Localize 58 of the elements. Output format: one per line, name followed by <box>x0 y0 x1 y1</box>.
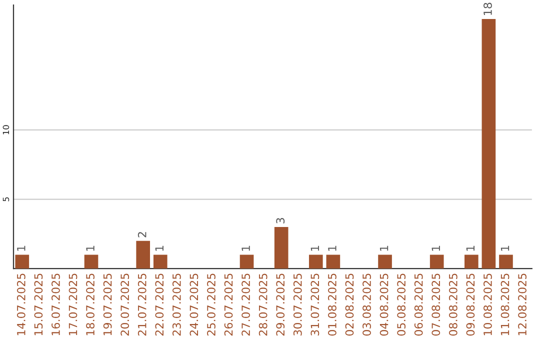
x-tick-label: 30.07.2025 <box>293 274 302 336</box>
bar <box>499 254 513 269</box>
bar <box>482 18 496 269</box>
x-tick-label: 24.07.2025 <box>190 274 198 336</box>
data-label: 1 <box>466 246 474 251</box>
bar <box>326 254 340 269</box>
data-label: 1 <box>86 246 94 251</box>
x-tick-label: 27.07.2025 <box>242 274 250 336</box>
x-tick-label: 12.08.2025 <box>518 274 526 336</box>
x-tick-label: 21.07.2025 <box>138 274 146 336</box>
x-tick-label: 11.08.2025 <box>500 274 510 336</box>
y-tick-label: 10 <box>2 125 10 134</box>
bar <box>464 254 478 269</box>
x-tick-label: 15.07.2025 <box>34 274 43 336</box>
data-label: 1 <box>242 246 250 251</box>
x-tick-label: 10.08.2025 <box>484 274 492 336</box>
bar <box>15 254 30 269</box>
data-label: 1 <box>310 246 319 251</box>
x-tick-label: 02.08.2025 <box>345 274 354 336</box>
x-tick-label: 04.08.2025 <box>380 274 388 336</box>
x-tick-label: 29.07.2025 <box>276 274 285 336</box>
data-label: 1 <box>500 246 510 251</box>
x-tick-label: 05.08.2025 <box>397 274 406 336</box>
bar <box>308 254 323 269</box>
x-tick-label: 25.07.2025 <box>207 274 216 336</box>
bar <box>430 254 444 269</box>
data-label: 1 <box>17 246 26 251</box>
x-tick-label: 03.08.2025 <box>362 274 371 336</box>
x-tick-label: 01.08.2025 <box>328 274 336 336</box>
x-tick-label: 16.07.2025 <box>52 274 60 336</box>
data-label: 1 <box>328 246 336 251</box>
x-tick-label: 20.07.2025 <box>120 274 130 336</box>
x-tick-label: 22.07.2025 <box>155 274 164 336</box>
x-tick-label: 26.07.2025 <box>224 274 233 336</box>
x-tick-label: 28.07.2025 <box>258 274 268 336</box>
x-tick-label: 23.07.2025 <box>172 274 181 336</box>
data-label: 18 <box>484 2 492 15</box>
bar <box>84 254 98 269</box>
x-tick-label: 17.07.2025 <box>68 274 78 336</box>
data-label: 2 <box>138 232 146 238</box>
data-label: 3 <box>276 218 285 224</box>
data-label: 1 <box>432 246 440 251</box>
y-tick-label: 5 <box>2 197 10 202</box>
bar <box>378 254 392 269</box>
data-label: 1 <box>155 246 164 251</box>
x-tick-label: 19.07.2025 <box>103 274 112 336</box>
x-tick-label: 06.08.2025 <box>414 274 423 336</box>
data-label: 1 <box>380 246 388 251</box>
x-tick-label: 18.07.2025 <box>86 274 94 336</box>
bar <box>153 254 168 269</box>
bar <box>136 240 150 269</box>
x-tick-label: 09.08.2025 <box>466 274 475 336</box>
x-tick-label: 31.07.2025 <box>310 274 320 336</box>
x-tick-label: 08.08.2025 <box>448 274 458 336</box>
bar <box>240 254 254 269</box>
bar <box>274 226 288 269</box>
x-tick-label: 07.08.2025 <box>432 274 440 336</box>
x-tick-label: 14.07.2025 <box>16 274 26 336</box>
